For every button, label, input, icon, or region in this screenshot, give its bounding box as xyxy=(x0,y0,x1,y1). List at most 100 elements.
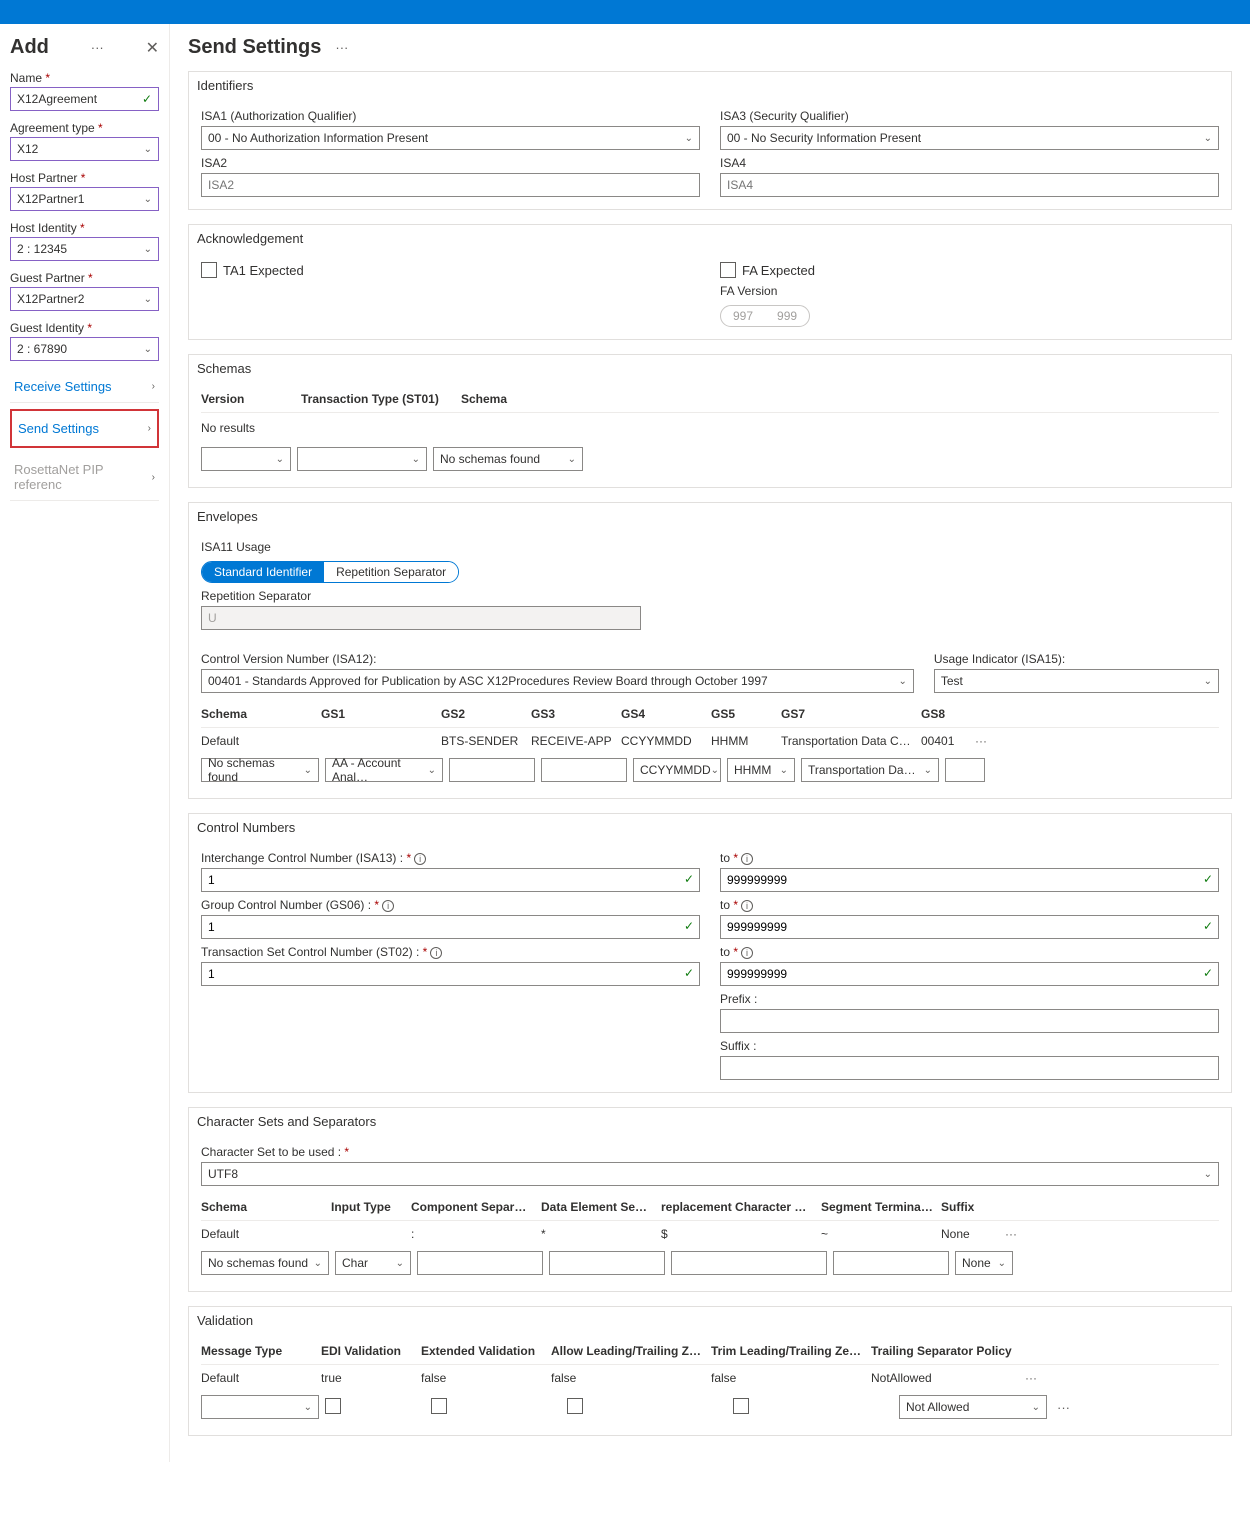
val-msgtype-select[interactable]: ⌄ xyxy=(201,1395,319,1419)
schema-txntype-select[interactable]: ⌄ xyxy=(297,447,427,471)
env-col-gs3: GS3 xyxy=(531,707,621,721)
chevron-down-icon: ⌄ xyxy=(1204,1169,1212,1180)
guest-partner-select[interactable]: X12Partner2 ⌄ xyxy=(10,287,159,311)
close-icon[interactable]: ✕ xyxy=(146,38,159,58)
cs-suffix-select[interactable]: None⌄ xyxy=(955,1251,1013,1275)
fa-checkbox[interactable] xyxy=(720,262,736,278)
env-gs8-input[interactable] xyxy=(945,758,985,782)
ack-section: Acknowledgement TA1 Expected FA Expected… xyxy=(188,224,1232,340)
isa4-input[interactable] xyxy=(720,173,1219,197)
guest-identity-label: Guest Identity xyxy=(10,321,159,335)
chevron-down-icon: ⌄ xyxy=(144,294,152,305)
icn-from-input[interactable] xyxy=(201,868,700,892)
nav-receive-settings[interactable]: Receive Settings › xyxy=(10,371,159,403)
guest-identity-select[interactable]: 2 : 67890 ⌄ xyxy=(10,337,159,361)
rep-separator-pill[interactable]: Repetition Separator xyxy=(324,562,458,582)
env-gs4-select[interactable]: CCYYMMDD⌄ xyxy=(633,758,721,782)
cs-segterm-input[interactable] xyxy=(833,1251,949,1275)
tscn-to-input[interactable] xyxy=(720,962,1219,986)
host-partner-select[interactable]: X12Partner1 ⌄ xyxy=(10,187,159,211)
cs-col-segterm: Segment Terminator xyxy=(821,1200,941,1214)
info-icon[interactable]: i xyxy=(741,947,753,959)
chevron-down-icon: ⌄ xyxy=(898,676,906,687)
tscn-label: Transaction Set Control Number (ST02) :i xyxy=(201,945,700,959)
name-input[interactable]: X12Agreement ✓ xyxy=(10,87,159,111)
cvn-select[interactable]: 00401 - Standards Approved for Publicati… xyxy=(201,669,914,693)
env-col-gs8: GS8 xyxy=(921,707,971,721)
host-identity-select[interactable]: 2 : 12345 ⌄ xyxy=(10,237,159,261)
isa1-select[interactable]: 00 - No Authorization Information Presen… xyxy=(201,126,700,150)
env-gs1-select[interactable]: AA - Account Anal…⌄ xyxy=(325,758,443,782)
env-gs3-input[interactable] xyxy=(541,758,627,782)
icn-to-label: toi xyxy=(720,851,1219,865)
check-icon: ✓ xyxy=(1203,919,1213,933)
agreement-type-select[interactable]: X12 ⌄ xyxy=(10,137,159,161)
val-col-msgtype: Message Type xyxy=(201,1344,321,1358)
cs-select[interactable]: UTF8 ⌄ xyxy=(201,1162,1219,1186)
env-gs5-select[interactable]: HHMM⌄ xyxy=(727,758,795,782)
env-gs2-input[interactable] xyxy=(449,758,535,782)
suffix-input[interactable] xyxy=(720,1056,1219,1080)
isa2-input[interactable] xyxy=(201,173,700,197)
info-icon[interactable]: i xyxy=(430,947,442,959)
col-schema: Schema xyxy=(461,392,515,406)
schema-version-select[interactable]: ⌄ xyxy=(201,447,291,471)
env-gs7-select[interactable]: Transportation Da…⌄ xyxy=(801,758,939,782)
gcn-from-input[interactable] xyxy=(201,915,700,939)
cs-cell: * xyxy=(541,1227,661,1241)
chevron-down-icon: ⌄ xyxy=(144,144,152,155)
nav-send-settings[interactable]: Send Settings › xyxy=(10,409,159,448)
fa-version-label: FA Version xyxy=(720,284,1219,298)
env-col-gs7: GS7 xyxy=(781,707,921,721)
std-identifier-pill[interactable]: Standard Identifier xyxy=(202,562,324,582)
val-col-policy: Trailing Separator Policy xyxy=(871,1344,1021,1358)
val-allow-checkbox[interactable] xyxy=(567,1398,583,1414)
gcn-to-input[interactable] xyxy=(720,915,1219,939)
cs-dataelem-input[interactable] xyxy=(549,1251,665,1275)
val-cell: true xyxy=(321,1371,421,1385)
schemas-noresults: No results xyxy=(201,413,1219,443)
env-col-gs4: GS4 xyxy=(621,707,711,721)
cs-cell: None xyxy=(941,1227,1001,1241)
check-icon: ✓ xyxy=(684,872,694,886)
schema-schema-select[interactable]: No schemas found⌄ xyxy=(433,447,583,471)
sidebar: Add ··· ✕ Name X12Agreement ✓ Agreement … xyxy=(0,24,170,1462)
val-col-trim: Trim Leading/Trailing Zeroes xyxy=(711,1344,871,1358)
info-icon[interactable]: i xyxy=(414,853,426,865)
val-policy-select[interactable]: Not Allowed⌄ xyxy=(899,1395,1047,1419)
info-icon[interactable]: i xyxy=(741,900,753,912)
row-more-icon[interactable]: ··· xyxy=(971,734,991,748)
nav-rosettanet[interactable]: RosettaNet PIP referenc › xyxy=(10,454,159,501)
cs-schema-select[interactable]: No schemas found⌄ xyxy=(201,1251,329,1275)
tscn-from-input[interactable] xyxy=(201,962,700,986)
isa3-select[interactable]: 00 - No Security Information Present ⌄ xyxy=(720,126,1219,150)
ta1-checkbox[interactable] xyxy=(201,262,217,278)
agreement-type-label: Agreement type xyxy=(10,121,159,135)
sidebar-more-icon[interactable]: ··· xyxy=(87,40,108,55)
cs-cell: : xyxy=(411,1227,541,1241)
row-more-icon[interactable]: ··· xyxy=(1053,1400,1074,1415)
info-icon[interactable]: i xyxy=(741,853,753,865)
col-txntype: Transaction Type (ST01) xyxy=(301,392,461,406)
cs-inputtype-select[interactable]: Char⌄ xyxy=(335,1251,411,1275)
cs-col-inputtype: Input Type xyxy=(331,1200,411,1214)
usage-select[interactable]: Test ⌄ xyxy=(934,669,1219,693)
prefix-input[interactable] xyxy=(720,1009,1219,1033)
validation-section: Validation Message Type EDI Validation E… xyxy=(188,1306,1232,1436)
env-schema-select[interactable]: No schemas found⌄ xyxy=(201,758,319,782)
val-cell: false xyxy=(711,1371,871,1385)
info-icon[interactable]: i xyxy=(382,900,394,912)
val-ext-checkbox[interactable] xyxy=(431,1398,447,1414)
env-col-gs1: GS1 xyxy=(321,707,441,721)
val-edi-checkbox[interactable] xyxy=(325,1398,341,1414)
cs-compsep-input[interactable] xyxy=(417,1251,543,1275)
row-more-icon[interactable]: ··· xyxy=(1021,1371,1041,1385)
ack-title: Acknowledgement xyxy=(189,225,1231,252)
envelopes-section: Envelopes ISA11 Usage Standard Identifie… xyxy=(188,502,1232,799)
val-trim-checkbox[interactable] xyxy=(733,1398,749,1414)
isa11-toggle[interactable]: Standard Identifier Repetition Separator xyxy=(201,561,459,583)
row-more-icon[interactable]: ··· xyxy=(1001,1227,1021,1241)
icn-to-input[interactable] xyxy=(720,868,1219,892)
page-more-icon[interactable]: ··· xyxy=(331,40,352,55)
cs-replchar-input[interactable] xyxy=(671,1251,827,1275)
